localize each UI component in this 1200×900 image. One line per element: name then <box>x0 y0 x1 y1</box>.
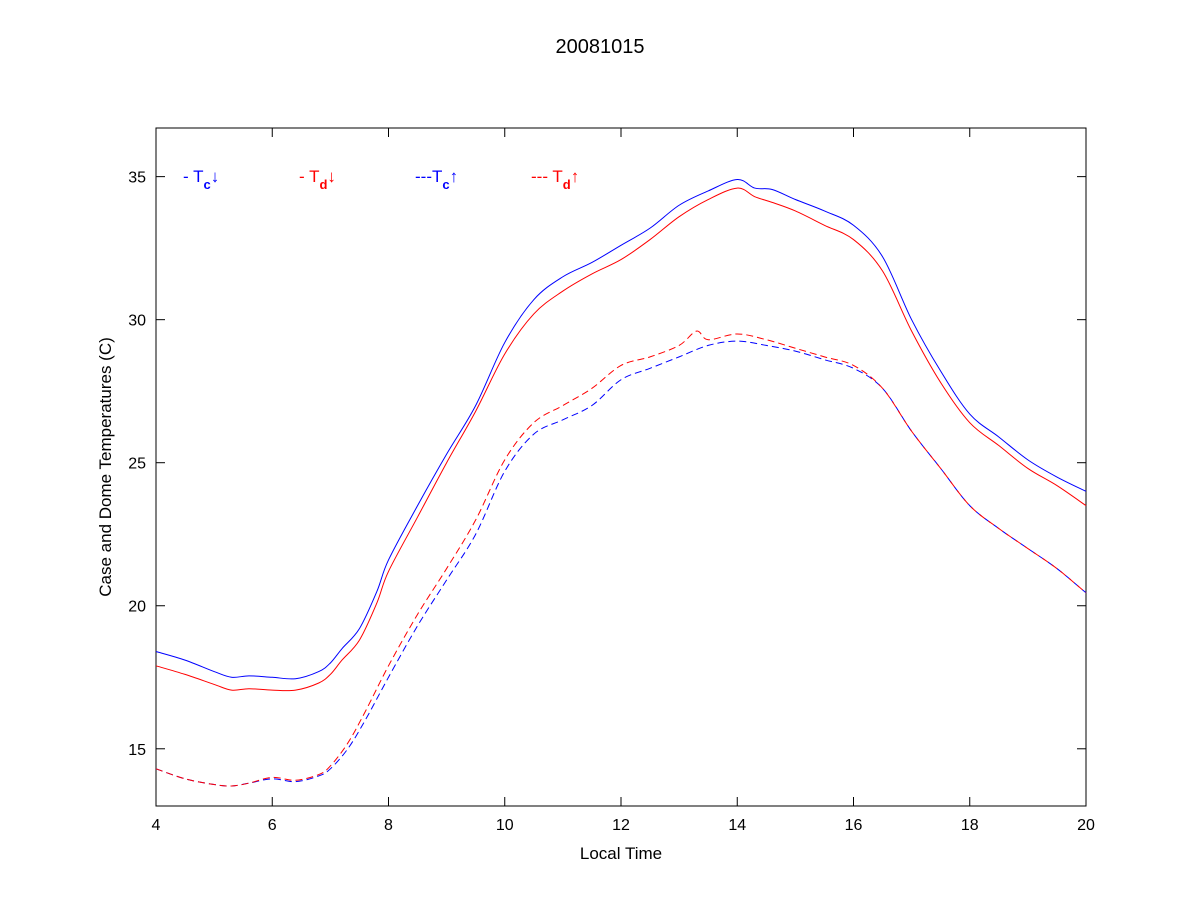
tick-layer: 4 6 8 10 12 14 16 18 20 15 20 25 30 35 <box>128 128 1095 834</box>
series-line-1 <box>155 178 1087 680</box>
x-axis-title: Local Time <box>580 844 662 863</box>
series-line-2 <box>155 187 1087 692</box>
x-tick-label: 4 <box>152 817 161 834</box>
x-tick-label: 12 <box>612 817 630 834</box>
legend-label: - T <box>183 167 203 186</box>
y-axis-title: Case and Dome Temperatures (C) <box>96 337 115 597</box>
legend-entry-3: ---Tc↑ <box>415 167 458 192</box>
legend-arrow: ↓ <box>211 167 220 186</box>
x-tick-label: 14 <box>728 817 746 834</box>
plot-area <box>155 127 1087 807</box>
legend-arrow: ↓ <box>327 167 336 186</box>
x-tick-label: 10 <box>496 817 514 834</box>
legend-subscript: d <box>319 177 327 192</box>
legend-entry-4: --- Td↑ <box>531 167 579 192</box>
series-line-3 <box>155 340 1087 787</box>
legend-label: ---T <box>415 167 442 186</box>
legend-entry-2: - Td↓ <box>299 167 336 192</box>
legend-entry-1: - Tc↓ <box>183 167 219 192</box>
y-tick-label: 25 <box>128 456 146 473</box>
legend-label: - T <box>299 167 319 186</box>
legend-subscript: d <box>563 177 571 192</box>
legend-label: --- T <box>531 167 563 186</box>
y-tick-label: 15 <box>128 742 146 759</box>
x-tick-label: 18 <box>961 817 979 834</box>
x-tick-label: 6 <box>268 817 277 834</box>
legend: - Tc↓ - Td↓ ---Tc↑ --- Td↑ <box>183 167 579 192</box>
legend-arrow: ↑ <box>450 167 459 186</box>
chart-title: 20081015 <box>556 36 645 58</box>
legend-subscript: c <box>442 177 449 192</box>
x-tick-label: 8 <box>384 817 393 834</box>
x-tick-label: 20 <box>1077 817 1095 834</box>
series-layer <box>155 178 1087 787</box>
y-tick-label: 30 <box>128 313 146 330</box>
legend-arrow: ↑ <box>571 167 580 186</box>
y-tick-label: 20 <box>128 599 146 616</box>
x-tick-label: 16 <box>845 817 863 834</box>
series-line-4 <box>155 330 1087 787</box>
legend-subscript: c <box>203 177 210 192</box>
y-tick-label: 35 <box>128 170 146 187</box>
